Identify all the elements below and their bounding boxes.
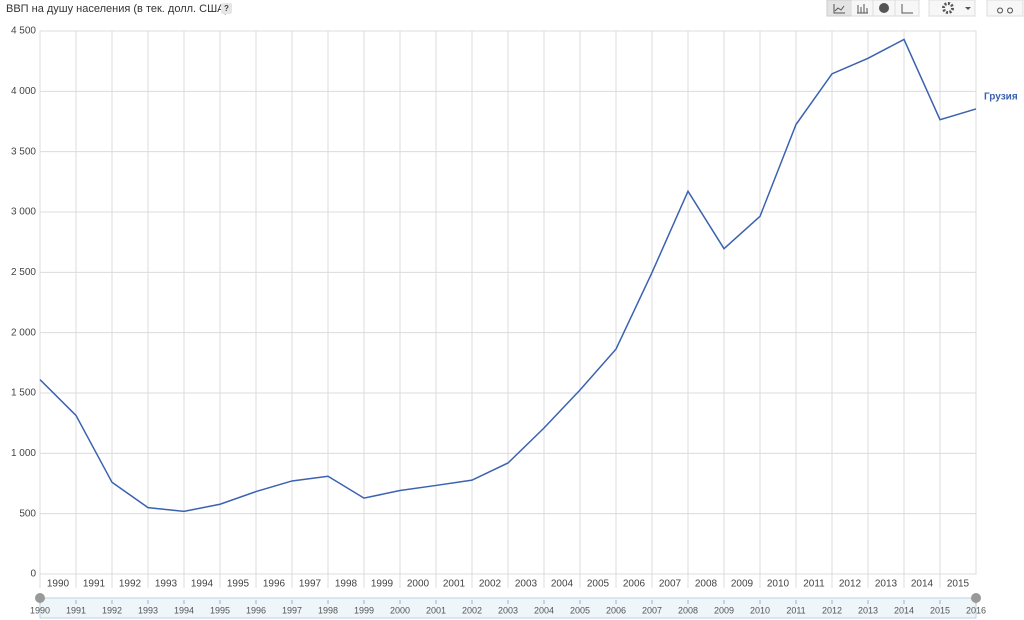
slider-tick-label: 2012 (822, 605, 842, 615)
scatter-view-button[interactable] (894, 0, 920, 17)
slider-tick-label: 2014 (894, 605, 914, 615)
toolbar (826, 0, 1024, 17)
x-tick-label: 1991 (83, 579, 106, 590)
x-tick-label: 2004 (551, 579, 574, 590)
help-badge[interactable] (221, 3, 232, 14)
x-tick-label: 2007 (659, 579, 682, 590)
x-tick-label: 2014 (911, 579, 934, 590)
y-tick-label: 500 (19, 508, 36, 519)
slider-tick-label: 2007 (642, 605, 662, 615)
slider-tick-label: 1997 (282, 605, 302, 615)
x-tick-label: 2012 (839, 579, 862, 590)
x-tick-label: 1999 (371, 579, 394, 590)
x-tick-label: 1997 (299, 579, 322, 590)
slider-tick-label: 2009 (714, 605, 734, 615)
slider-tick-label: 1992 (102, 605, 122, 615)
series-line (39, 38, 977, 513)
slider-tick-label: 2008 (678, 605, 698, 615)
x-tick-label: 2013 (875, 579, 898, 590)
x-tick-label: 2000 (407, 579, 430, 590)
globe-icon (879, 3, 889, 13)
x-tick-label: 2010 (767, 579, 790, 590)
x-tick-label: 1994 (191, 579, 214, 590)
link-icon (997, 7, 1014, 14)
x-tick-label: 2011 (803, 579, 825, 590)
y-tick-label: 1 500 (11, 388, 36, 399)
x-tick-label: 1998 (335, 579, 358, 590)
y-tick-label: 2 000 (11, 327, 36, 338)
slider-tick-label: 1995 (210, 605, 230, 615)
slider-tick-label: 2003 (498, 605, 518, 615)
gear-icon (942, 2, 954, 14)
scatter-icon (901, 4, 913, 14)
y-tick-label: 2 500 (11, 267, 36, 278)
bar-icon (857, 4, 868, 14)
slider-tick-label: 1993 (138, 605, 158, 615)
series-label: Грузия (984, 92, 1018, 103)
x-tick-label: 2006 (623, 579, 646, 590)
x-tick-label: 1993 (155, 579, 178, 590)
slider-tick-label: 1998 (318, 605, 338, 615)
line-view-button[interactable] (826, 0, 852, 17)
slider-tick-label: 1991 (66, 605, 86, 615)
slider-tick-label: 2005 (570, 605, 590, 615)
y-tick-label: 0 (30, 569, 36, 580)
x-tick-label: 2009 (731, 579, 754, 590)
slider-tick-label: 1994 (174, 605, 194, 615)
time-slider[interactable] (39, 597, 977, 619)
x-tick-label: 1992 (119, 579, 142, 590)
y-tick-label: 1 000 (11, 448, 36, 459)
x-tick-label: 2001 (443, 579, 466, 590)
slider-handle[interactable] (971, 593, 981, 603)
slider-tick-label: 2010 (750, 605, 770, 615)
bar-view-button[interactable] (850, 0, 874, 17)
x-tick-label: 2002 (479, 579, 502, 590)
slider-tick-label: 2016 (966, 605, 986, 615)
y-tick-label: 4 500 (11, 26, 36, 37)
x-tick-label: 1995 (227, 579, 250, 590)
slider-tick-label: 2013 (858, 605, 878, 615)
slider-tick-label: 1990 (30, 605, 50, 615)
chart-title: ВВП на душу населения (в тек. долл. США) (6, 3, 228, 15)
x-tick-label: 2015 (947, 579, 970, 590)
slider-handle[interactable] (35, 593, 45, 603)
slider-tick-label: 2011 (786, 605, 805, 615)
dropdown-arrow (965, 7, 971, 10)
y-tick-label: 4 000 (11, 86, 36, 97)
slider-tick-label: 2015 (930, 605, 950, 615)
x-tick-label: 2003 (515, 579, 538, 590)
slider-tick-label: 2001 (426, 605, 446, 615)
x-tick-label: 2008 (695, 579, 718, 590)
slider-tick-label: 1996 (246, 605, 266, 615)
slider-tick-label: 1999 (354, 605, 374, 615)
slider-tick-label: 2006 (606, 605, 626, 615)
slider-tick-label: 2002 (462, 605, 482, 615)
line-icon (833, 4, 845, 14)
x-tick-label: 1990 (47, 579, 70, 590)
slider-tick-label: 2004 (534, 605, 554, 615)
y-tick-label: 3 500 (11, 146, 36, 157)
slider-tick-label: 2000 (390, 605, 410, 615)
link-button[interactable] (986, 0, 1024, 17)
x-tick-label: 1996 (263, 579, 286, 590)
y-tick-label: 3 000 (11, 207, 36, 218)
help-text: ? (224, 4, 229, 13)
x-tick-label: 2005 (587, 579, 610, 590)
